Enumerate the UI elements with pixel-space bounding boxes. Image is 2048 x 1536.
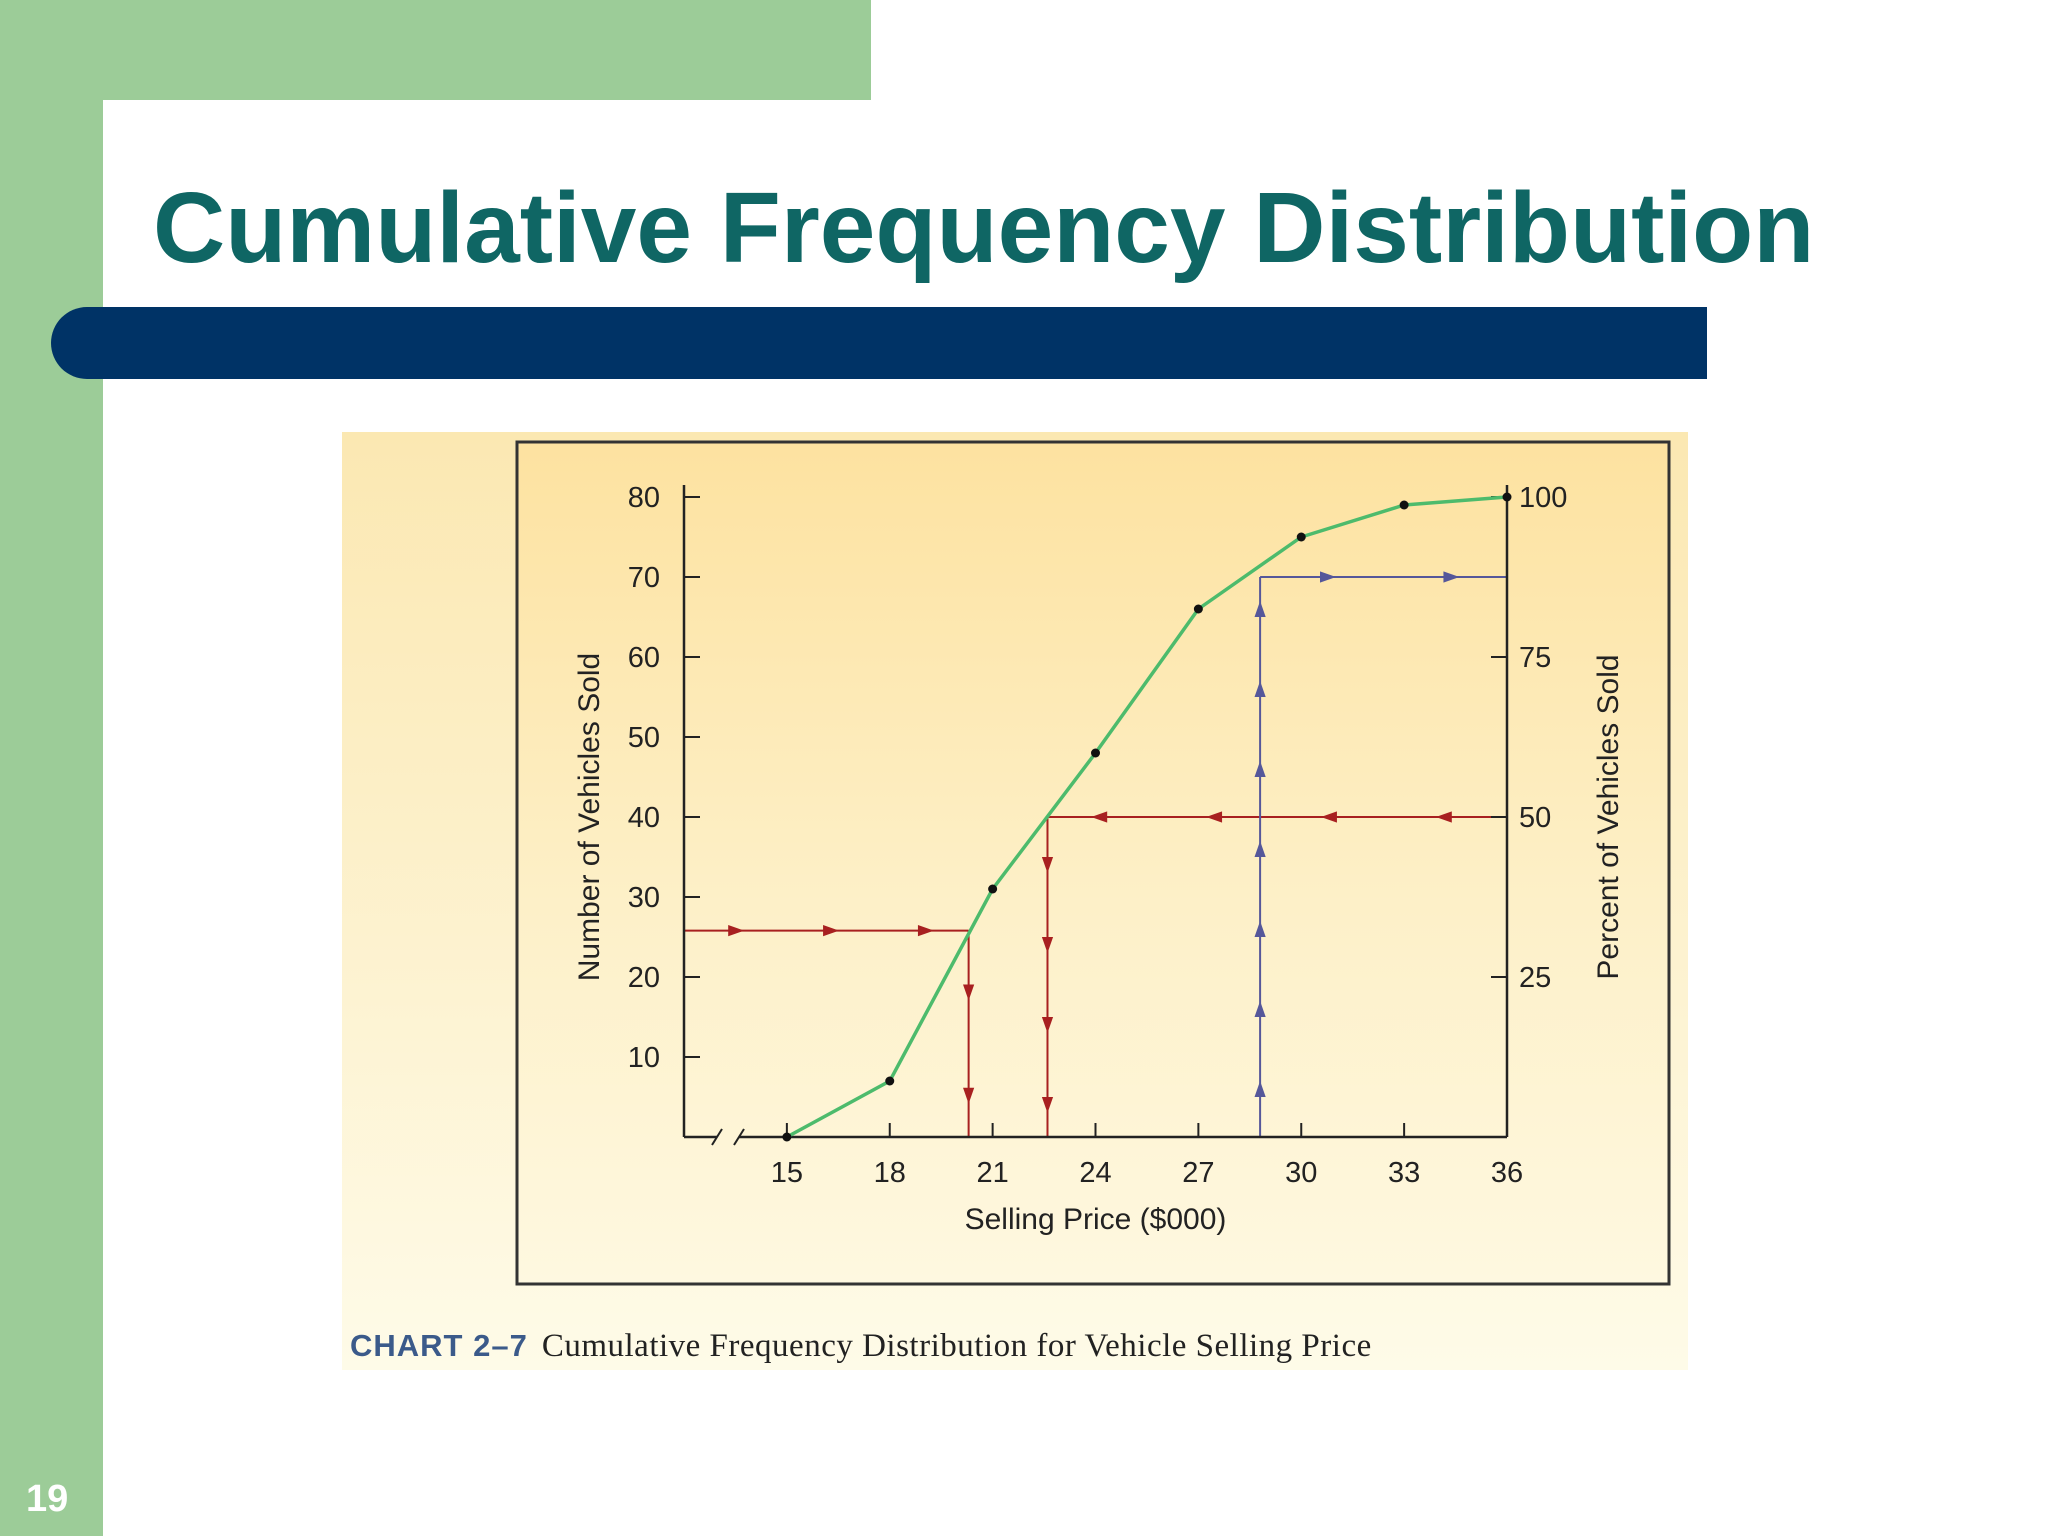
guide-arrow — [1254, 681, 1266, 697]
y-tick-label: 70 — [628, 562, 660, 594]
guide-arrow — [1254, 761, 1266, 777]
y2-axis-title: Percent of Vehicles Sold — [1592, 654, 1625, 979]
y-tick-label: 40 — [628, 802, 660, 834]
x-tick-label: 18 — [874, 1157, 906, 1189]
slide-title: Cumulative Frequency Distribution — [153, 172, 1815, 284]
cumulative-frequency-chart: 10 20 30 40 50 60 70 80 25 50 75 100 15 18 21 24 27 30 33 3… — [515, 440, 1671, 1286]
data-point — [1091, 748, 1100, 758]
y2-tick-label: 50 — [1519, 802, 1551, 834]
title-rule — [51, 307, 1707, 379]
y-tick-label: 80 — [628, 482, 660, 514]
y-axis-title: Number of Vehicles Sold — [573, 653, 606, 982]
data-point — [1296, 532, 1306, 542]
x-tick-label: 36 — [1491, 1157, 1523, 1189]
guide-arrow — [1041, 1097, 1054, 1113]
guide-arrow — [917, 925, 934, 937]
guide-arrow — [1254, 1081, 1266, 1097]
y2-tick-label: 100 — [1519, 482, 1567, 514]
guide-arrow — [1254, 1001, 1266, 1017]
guide-arrow — [823, 925, 840, 937]
guide-arrow — [728, 925, 745, 937]
chart-figure: 10 20 30 40 50 60 70 80 25 50 75 100 15 18 21 24 27 30 33 3… — [342, 432, 1688, 1370]
x-tick-label: 15 — [771, 1157, 803, 1189]
y-tick-label: 50 — [628, 722, 660, 754]
x-tick-label: 24 — [1079, 1157, 1111, 1189]
data-point — [885, 1076, 895, 1086]
caption-text: Cumulative Frequency Distribution for Ve… — [541, 1328, 1372, 1364]
guide-arrow — [1254, 841, 1266, 857]
x-tick-label: 33 — [1388, 1157, 1420, 1189]
guide-arrow — [1254, 601, 1266, 617]
x-tick-label: 30 — [1285, 1157, 1317, 1189]
y-tick-label: 60 — [628, 642, 660, 674]
data-point — [1193, 604, 1203, 614]
guide-arrow — [1041, 857, 1054, 873]
guide-arrow — [1319, 571, 1336, 583]
data-point — [1502, 492, 1512, 502]
guide-arrow — [1206, 811, 1223, 823]
x-tick-label: 21 — [976, 1157, 1008, 1189]
data-point — [1399, 500, 1409, 510]
y-tick-label: 10 — [628, 1042, 660, 1074]
x-tick-label: 27 — [1182, 1157, 1214, 1189]
top-bar — [0, 0, 871, 100]
slide-number: 19 — [26, 1478, 69, 1520]
side-bar — [0, 0, 103, 1536]
guide-arrow — [1435, 811, 1452, 823]
axis-break-mark — [711, 1128, 723, 1146]
y2-tick-label: 25 — [1519, 962, 1551, 994]
guide-arrow — [1041, 1017, 1054, 1033]
chart-frame — [515, 440, 1671, 1286]
y2-tick-label: 75 — [1519, 642, 1551, 674]
caption-label: CHART 2–7 — [350, 1328, 528, 1363]
y-tick-label: 30 — [628, 882, 660, 914]
guide-arrow — [1254, 921, 1266, 937]
x-axis-title: Selling Price ($000) — [965, 1203, 1227, 1236]
axis-break-mark — [733, 1128, 745, 1146]
series-line-0 — [786, 495, 1508, 1139]
data-point — [988, 884, 998, 894]
y-tick-label: 20 — [628, 962, 660, 994]
guide-arrow — [963, 984, 975, 1001]
chart-caption: CHART 2–7 Cumulative Frequency Distributi… — [350, 1328, 1372, 1365]
guide-arrow — [963, 1087, 975, 1104]
guide-arrow — [1091, 811, 1108, 823]
guide-arrow — [1443, 571, 1460, 583]
data-point — [782, 1132, 792, 1142]
guide-arrow — [1041, 937, 1054, 953]
guide-arrow — [1320, 811, 1337, 823]
